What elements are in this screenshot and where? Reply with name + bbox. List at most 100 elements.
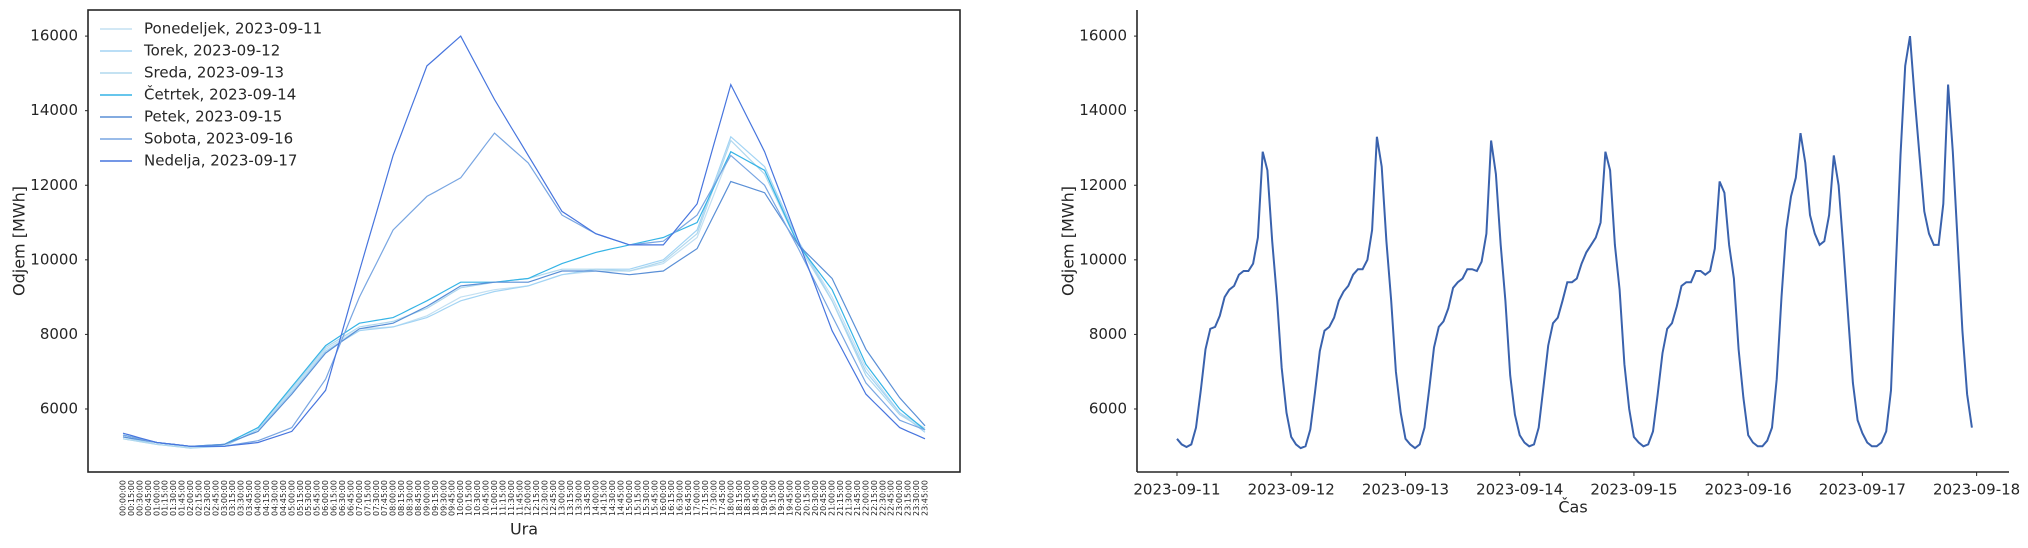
x-tick-label: 00:30:00 <box>135 480 144 516</box>
legend-label: Petek, 2023-09-15 <box>144 108 282 126</box>
x-tick-label: 18:30:00 <box>743 480 752 516</box>
x-tick-label: 21:30:00 <box>845 480 854 516</box>
x-tick-label: 23:45:00 <box>921 480 930 516</box>
x-tick-label: 20:30:00 <box>811 480 820 516</box>
series-line <box>122 150 926 448</box>
y-tick-label: 6000 <box>40 399 78 417</box>
x-tick-label: 07:15:00 <box>363 480 372 516</box>
x-tick-label: 16:45:00 <box>684 480 693 516</box>
x-axis-label: Ura <box>510 520 538 539</box>
y-tick-label: 14000 <box>30 101 78 119</box>
x-tick-label: 12:00:00 <box>524 480 533 516</box>
x-tick-label: 16:30:00 <box>676 480 685 516</box>
x-tick-label: 01:45:00 <box>178 480 187 516</box>
x-tick-label: 00:15:00 <box>127 480 136 516</box>
x-tick-label: 20:15:00 <box>802 480 811 516</box>
x-tick-label: 2023-09-12 <box>1248 481 1335 499</box>
x-tick-label: 23:15:00 <box>904 480 913 516</box>
x-tick-label: 12:15:00 <box>532 480 541 516</box>
x-tick-label: 05:30:00 <box>304 480 313 516</box>
y-tick-label: 16000 <box>30 27 78 45</box>
x-tick-label: 23:30:00 <box>912 480 921 516</box>
x-tick-label: 17:15:00 <box>701 480 710 516</box>
x-tick-label: 22:45:00 <box>887 480 896 516</box>
x-tick-label: 06:00:00 <box>321 480 330 516</box>
x-tick-label: 11:00:00 <box>490 480 499 516</box>
x-tick-label: 04:00:00 <box>254 480 263 516</box>
x-tick-label: 21:00:00 <box>828 480 837 516</box>
x-tick-label: 00:45:00 <box>144 480 153 516</box>
x-tick-label: 10:00:00 <box>456 480 465 516</box>
x-tick-label: 20:45:00 <box>819 480 828 516</box>
x-tick-label: 03:30:00 <box>237 480 246 516</box>
x-tick-label: 21:45:00 <box>853 480 862 516</box>
x-tick-label: 2023-09-14 <box>1476 481 1563 499</box>
x-tick-label: 08:30:00 <box>406 480 415 516</box>
x-tick-label: 14:30:00 <box>608 480 617 516</box>
x-tick-label: 05:00:00 <box>287 480 296 516</box>
series-line <box>122 132 926 447</box>
x-tick-label: 05:45:00 <box>313 480 322 516</box>
x-tick-label: 15:00:00 <box>625 480 634 516</box>
x-tick-label: 21:15:00 <box>836 480 845 516</box>
y-axis-label: Odjem [MWh] <box>1059 186 1078 296</box>
series-line <box>122 150 926 447</box>
x-tick-label: 00:00:00 <box>119 480 128 516</box>
x-tick-label: 02:00:00 <box>186 480 195 516</box>
x-tick-label: 16:15:00 <box>667 480 676 516</box>
x-tick-label: 02:15:00 <box>194 480 203 516</box>
x-tick-label: 13:15:00 <box>566 480 575 516</box>
x-tick-label: 17:00:00 <box>693 480 702 516</box>
x-tick-label: 2023-09-13 <box>1362 481 1449 499</box>
x-tick-label: 10:30:00 <box>473 480 482 516</box>
y-tick-label: 10000 <box>30 250 78 268</box>
x-tick-label: 12:30:00 <box>541 480 550 516</box>
x-tick-label: 19:45:00 <box>785 480 794 516</box>
x-tick-label: 14:45:00 <box>617 480 626 516</box>
plot-frame <box>87 9 961 473</box>
x-tick-label: 09:30:00 <box>439 480 448 516</box>
x-tick-label: 19:15:00 <box>769 480 778 516</box>
y-tick-label: 16000 <box>1079 27 1127 45</box>
legend-label: Nedelja, 2023-09-17 <box>144 152 297 170</box>
x-tick-label: 20:00:00 <box>794 480 803 516</box>
x-tick-label: 10:15:00 <box>465 480 474 516</box>
y-tick-label: 6000 <box>1089 399 1127 417</box>
x-tick-label: 11:15:00 <box>498 480 507 516</box>
x-tick-label: 22:15:00 <box>870 480 879 516</box>
x-tick-label: 13:45:00 <box>583 480 592 516</box>
x-tick-label: 08:15:00 <box>397 480 406 516</box>
x-tick-label: 03:15:00 <box>228 480 237 516</box>
x-tick-label: 11:45:00 <box>515 480 524 516</box>
series-line <box>122 139 926 449</box>
x-tick-label: 06:30:00 <box>338 480 347 516</box>
series-line <box>122 35 926 447</box>
series-line <box>1176 35 1973 450</box>
x-tick-label: 22:30:00 <box>878 480 887 516</box>
y-tick-label: 8000 <box>40 325 78 343</box>
x-tick-label: 23:00:00 <box>895 480 904 516</box>
y-tick-label: 8000 <box>1089 325 1127 343</box>
x-tick-label: 2023-09-17 <box>1819 481 1906 499</box>
x-tick-label: 06:15:00 <box>330 480 339 516</box>
legend-label: Torek, 2023-09-12 <box>143 42 280 60</box>
x-tick-label: 04:45:00 <box>279 480 288 516</box>
x-tick-label: 03:45:00 <box>245 480 254 516</box>
x-tick-label: 17:30:00 <box>709 480 718 516</box>
x-tick-label: 15:30:00 <box>642 480 651 516</box>
x-tick-label: 09:00:00 <box>422 480 431 516</box>
x-tick-label: 15:45:00 <box>650 480 659 516</box>
legend-label: Četrtek, 2023-09-14 <box>144 85 296 104</box>
x-tick-label: 22:00:00 <box>861 480 870 516</box>
x-tick-label: 10:45:00 <box>482 480 491 516</box>
legend-label: Ponedeljek, 2023-09-11 <box>144 20 322 38</box>
x-tick-label: 12:45:00 <box>549 480 558 516</box>
x-tick-label: 04:15:00 <box>262 480 271 516</box>
x-tick-label: 16:00:00 <box>659 480 668 516</box>
x-tick-label: 06:45:00 <box>346 480 355 516</box>
x-tick-label: 19:00:00 <box>760 480 769 516</box>
x-tick-label: 08:45:00 <box>414 480 423 516</box>
x-tick-label: 18:00:00 <box>726 480 735 516</box>
x-tick-label: 11:30:00 <box>507 480 516 516</box>
